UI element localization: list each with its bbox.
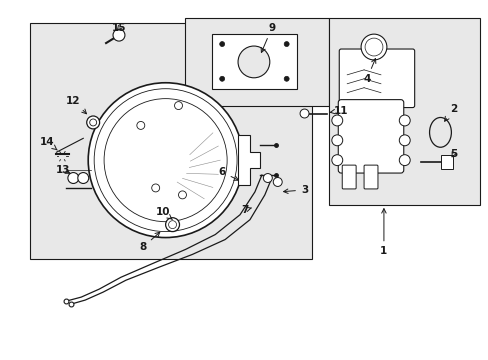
Circle shape [219,76,224,81]
Circle shape [331,115,342,126]
Circle shape [273,177,282,186]
Circle shape [113,29,124,41]
Text: 15: 15 [111,23,126,33]
Text: 9: 9 [261,23,275,53]
Text: 8: 8 [139,232,160,252]
FancyBboxPatch shape [30,23,312,260]
Text: 2: 2 [444,104,456,121]
Circle shape [331,155,342,166]
Circle shape [360,34,386,60]
Text: 13: 13 [56,165,70,175]
FancyBboxPatch shape [441,155,452,169]
Circle shape [399,135,409,146]
FancyBboxPatch shape [212,34,296,89]
FancyBboxPatch shape [338,100,403,173]
Circle shape [86,116,100,129]
Circle shape [165,218,179,231]
Text: 5: 5 [449,149,456,159]
Polygon shape [238,135,259,185]
FancyBboxPatch shape [342,165,355,189]
FancyBboxPatch shape [364,165,377,189]
Circle shape [284,41,288,46]
Text: 4: 4 [363,59,375,84]
Circle shape [78,172,88,184]
Circle shape [331,135,342,146]
Circle shape [399,115,409,126]
FancyBboxPatch shape [328,18,479,205]
FancyBboxPatch shape [339,49,414,108]
Circle shape [399,155,409,166]
Text: 6: 6 [218,167,238,180]
Text: 14: 14 [40,137,57,150]
Text: 3: 3 [283,185,307,195]
Circle shape [284,76,288,81]
Circle shape [88,83,243,238]
Text: 12: 12 [66,96,86,114]
Text: 1: 1 [380,209,387,256]
FancyBboxPatch shape [185,18,328,105]
Text: 10: 10 [155,207,172,220]
Circle shape [300,109,308,118]
Circle shape [238,46,269,78]
Text: 7: 7 [241,205,251,215]
Circle shape [219,41,224,46]
Circle shape [68,172,79,184]
Text: 11: 11 [330,105,348,116]
Circle shape [263,174,272,183]
